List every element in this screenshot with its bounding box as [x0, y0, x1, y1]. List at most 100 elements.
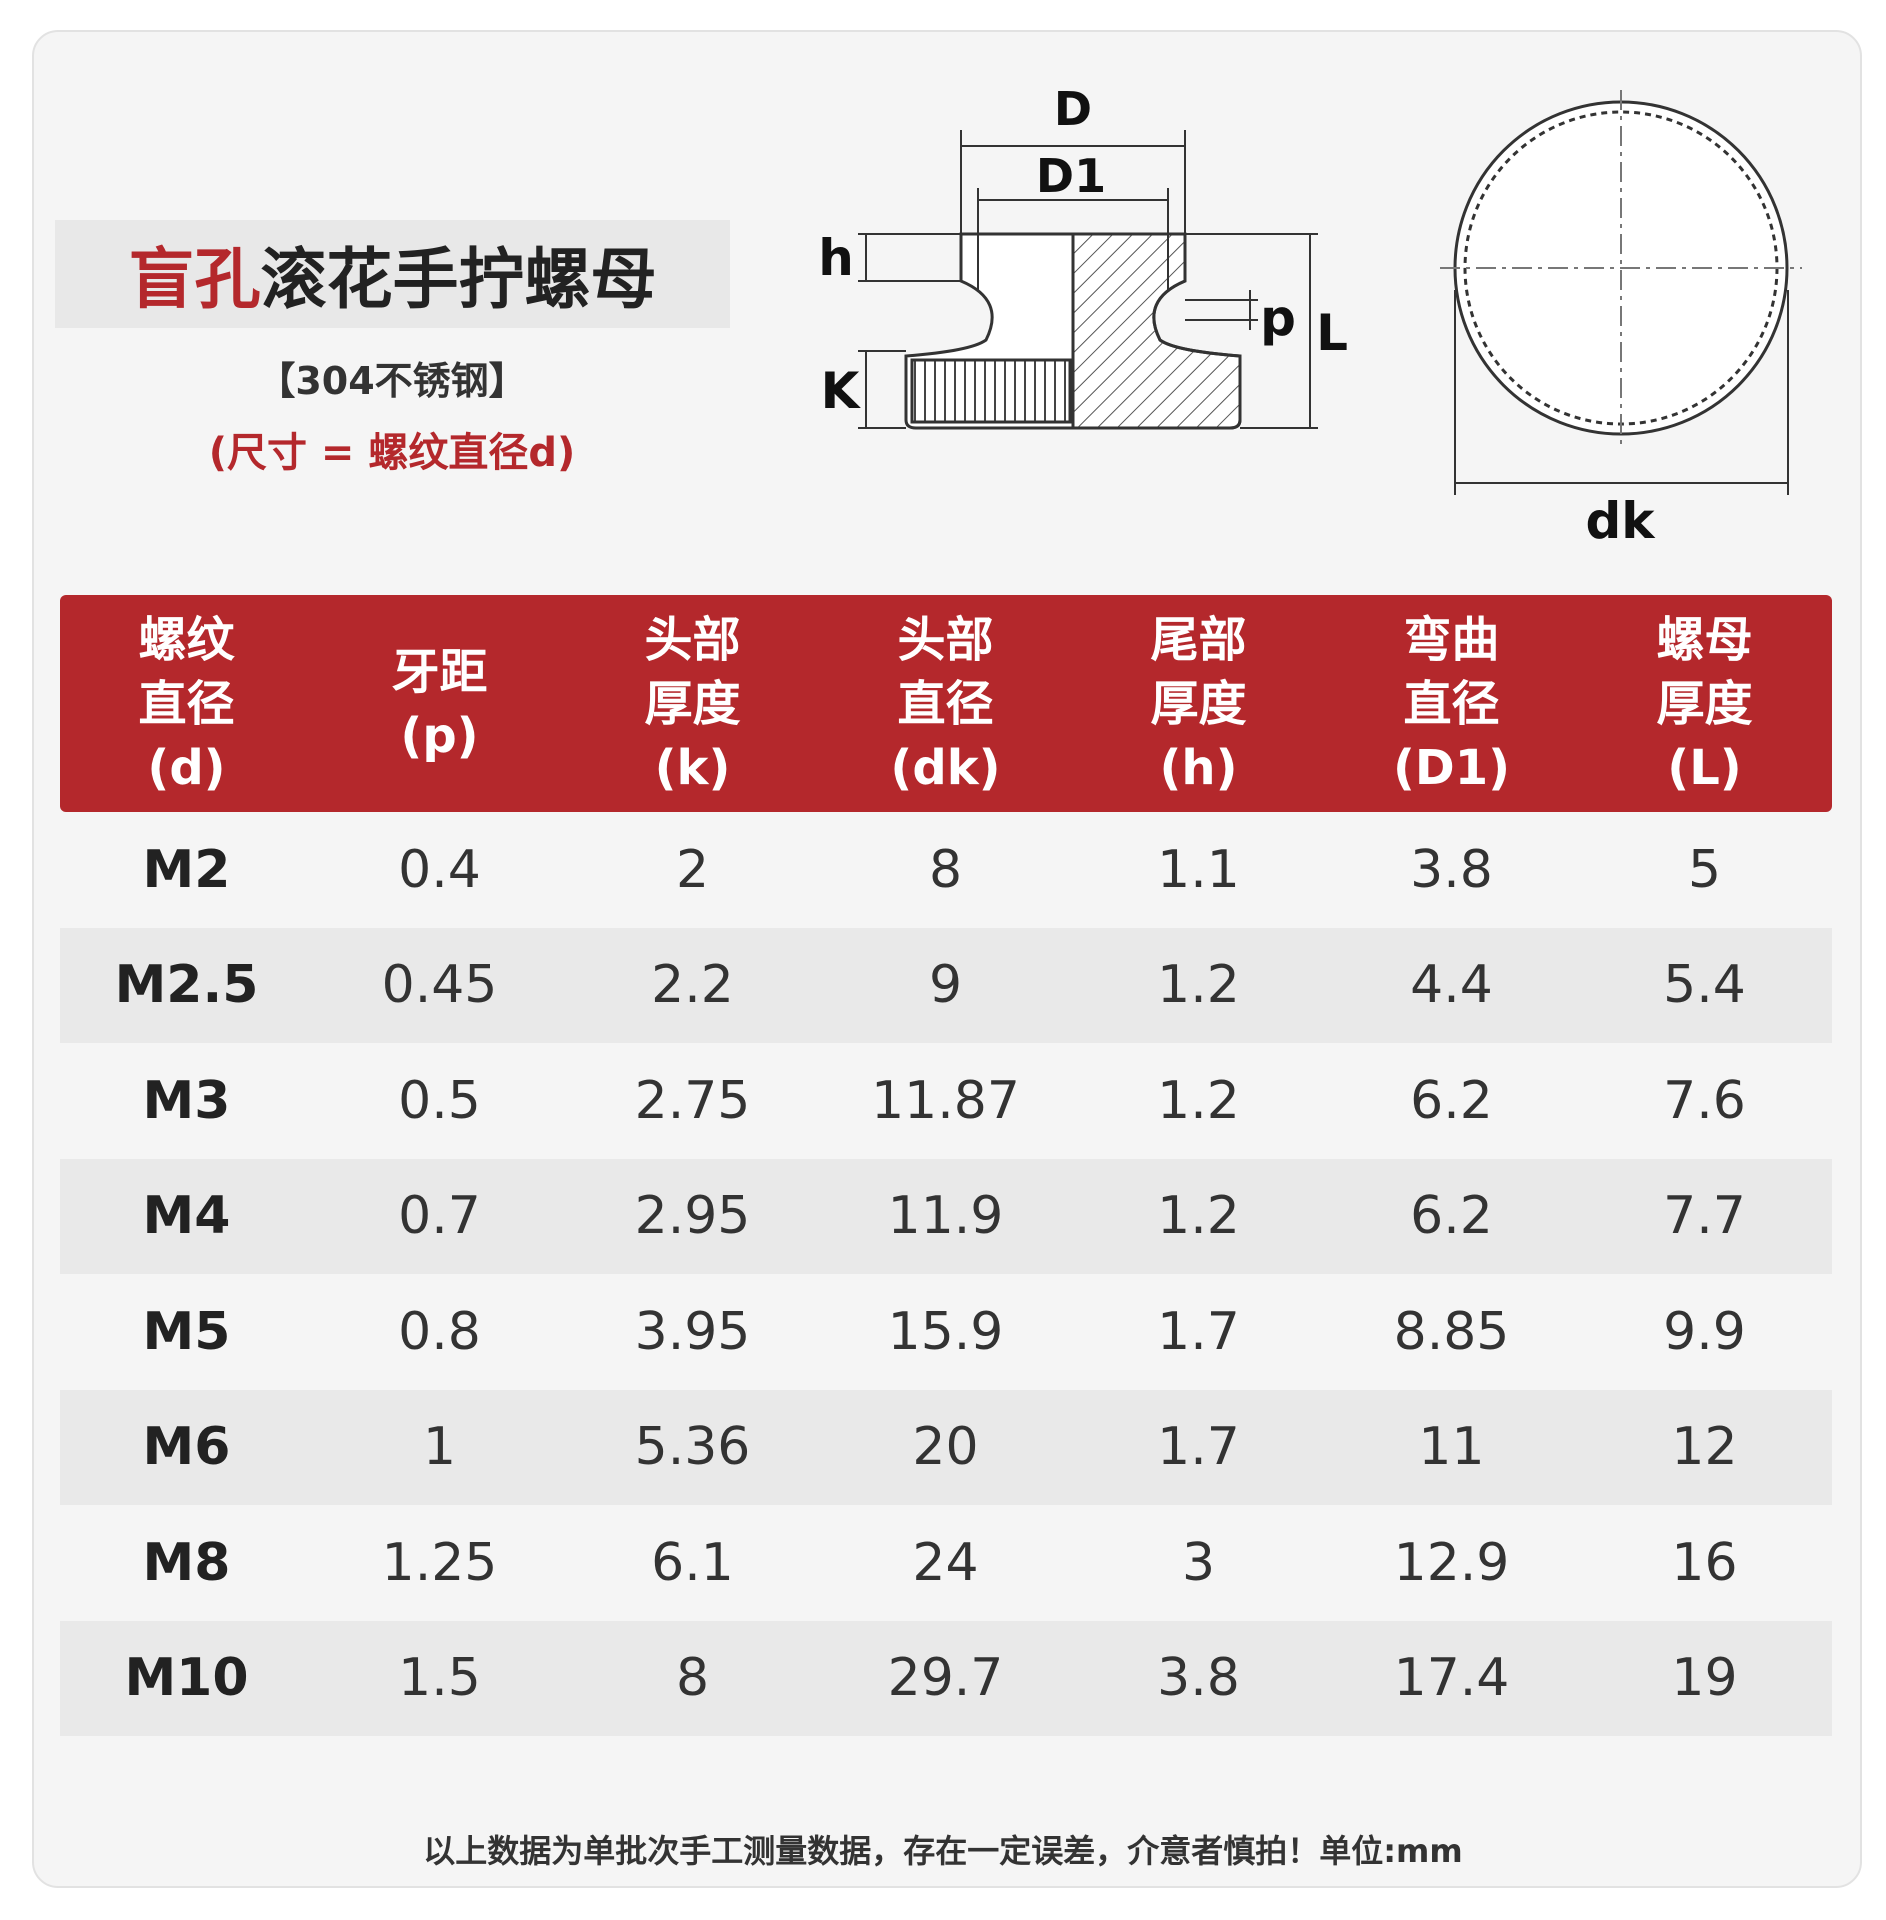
header-line: (h) — [1159, 739, 1238, 796]
table-cell: 1.2 — [1157, 1070, 1240, 1131]
table-cell: 6.1 — [651, 1532, 734, 1593]
table-cell: 3.95 — [634, 1301, 751, 1362]
table-cell: 11 — [1418, 1417, 1485, 1477]
table-cell: 2.2 — [651, 955, 734, 1015]
table-header: 螺纹 直径 (d) 牙距 (p) 头部 厚度 (k) 头部 直径 (dk) 尾部 厚度 (h) 弯曲 直径 (D… — [60, 595, 1832, 812]
table-cell: 1 — [422, 1417, 457, 1477]
header-line: 头部 — [644, 611, 741, 668]
table-cell: 3 — [1181, 1532, 1216, 1593]
header-line: 厚度 — [644, 675, 741, 732]
table-row: M8 1.25 6.1 24 3 12.9 16 — [60, 1505, 1832, 1620]
header-line: 厚度 — [1150, 675, 1247, 732]
header-line: 螺纹 — [138, 611, 235, 668]
table-cell: 16 — [1671, 1532, 1738, 1593]
table-cell: 5 — [1687, 839, 1722, 900]
header-cell: 弯曲 直径 (D1) — [1325, 595, 1578, 812]
table-cell: 0.4 — [398, 839, 481, 900]
table-cell: 0.7 — [398, 1186, 481, 1246]
label-K: K — [821, 362, 862, 420]
header-line: (k) — [654, 739, 731, 796]
table-cell: M4 — [142, 1186, 231, 1246]
table-cell: 12 — [1671, 1417, 1738, 1477]
table-cell: 5.4 — [1663, 955, 1746, 1015]
table-cell: 12.9 — [1393, 1532, 1510, 1593]
table-cell: 1.7 — [1157, 1417, 1240, 1477]
header-line: 牙距 — [391, 643, 488, 700]
dimension-lines — [858, 130, 1789, 495]
header-line: (d) — [147, 739, 226, 796]
size-note: (尺寸 = 螺纹直径d) — [208, 430, 576, 476]
table-cell: 15.9 — [887, 1301, 1004, 1362]
header-line: 直径 — [897, 675, 994, 732]
header-line: 直径 — [138, 675, 235, 732]
table-cell: 5.36 — [634, 1417, 751, 1477]
label-L: L — [1316, 304, 1348, 362]
table-cell: 1.5 — [398, 1648, 481, 1708]
table-row: M2 0.4 2 8 1.1 3.8 5 — [60, 812, 1832, 927]
table-cell: 8 — [928, 839, 963, 900]
table-cell: 1.1 — [1157, 839, 1240, 900]
table-cell: M5 — [142, 1301, 231, 1362]
table-cell: 8.85 — [1393, 1301, 1510, 1362]
side-view — [904, 232, 1242, 430]
header-line: 弯曲 — [1403, 611, 1500, 668]
header-line: (dk) — [890, 739, 1001, 796]
title-box: 盲孔 滚花手拧螺母 — [55, 220, 730, 328]
table-cell: 7.6 — [1663, 1070, 1746, 1131]
table-cell: 1.25 — [381, 1532, 498, 1593]
table-cell: 2.75 — [634, 1070, 751, 1131]
table-cell: M2.5 — [114, 955, 259, 1015]
table-cell: 1.2 — [1157, 955, 1240, 1015]
table-cell: 9.9 — [1663, 1301, 1746, 1362]
header-line: (L) — [1667, 739, 1742, 796]
header-cell: 头部厚度 (k) — [566, 595, 819, 812]
table-cell: M10 — [124, 1648, 249, 1708]
table-cell: 29.7 — [887, 1648, 1004, 1708]
header-cell: 尾部厚度 (h) — [1072, 595, 1325, 812]
table-cell: 11.9 — [887, 1186, 1004, 1246]
header-line: 厚度 — [1656, 675, 1753, 732]
label-D1: D1 — [1036, 149, 1106, 203]
diagram: D D1 h K p L dk — [818, 82, 1802, 550]
table-cell: 6.2 — [1410, 1186, 1493, 1246]
table-row: M4 0.7 2.95 11.9 1.2 6.2 7.7 — [60, 1158, 1832, 1274]
table-cell: M8 — [142, 1532, 231, 1593]
title-accent: 盲孔 — [128, 241, 261, 318]
table-cell: 2.95 — [634, 1186, 751, 1246]
table-cell: 2 — [675, 839, 710, 900]
table-cell: 20 — [912, 1417, 979, 1477]
table-cell: 6.2 — [1410, 1070, 1493, 1131]
header-line: 直径 — [1403, 675, 1500, 732]
table-row: M5 0.8 3.95 15.9 1.7 8.85 9.9 — [60, 1274, 1832, 1389]
table-cell: 3.8 — [1157, 1648, 1240, 1708]
table-cell: 3.8 — [1410, 839, 1493, 900]
table-cell: M2 — [142, 839, 231, 900]
header-cell: 螺母厚度 (L) — [1578, 595, 1831, 812]
table-cell: 8 — [675, 1648, 710, 1708]
table-cell: 24 — [912, 1532, 979, 1593]
table-cell: 0.8 — [398, 1301, 481, 1362]
label-dk: dk — [1585, 492, 1656, 550]
table-cell: 0.45 — [381, 955, 498, 1015]
table-cell: 19 — [1671, 1648, 1738, 1708]
table-row: M6 1 5.36 20 1.7 11 12 — [60, 1389, 1832, 1505]
header-cell: 螺纹直径 (d) — [60, 595, 313, 812]
header-cell: 牙距 (p) — [313, 595, 566, 812]
footer-note: 以上数据为单批次手工测量数据，存在一定误差，介意者慎拍！单位:mm — [423, 1832, 1463, 1870]
table-cell: 11.87 — [871, 1070, 1020, 1131]
table-cell: 4.4 — [1410, 955, 1493, 1015]
label-p: p — [1260, 289, 1296, 347]
table-row: M2.5 0.45 2.2 9 1.2 4.4 5.4 — [60, 927, 1832, 1043]
label-h: h — [818, 229, 854, 287]
header-line: 螺母 — [1656, 611, 1753, 668]
header-line: 尾部 — [1150, 611, 1247, 668]
top-view — [1440, 90, 1802, 446]
table-cell: 17.4 — [1393, 1648, 1510, 1708]
table-row: M10 1.5 8 29.7 3.8 17.4 19 — [60, 1620, 1832, 1736]
title-main: 滚花手拧螺母 — [260, 241, 657, 318]
material: 【304不锈钢】 — [257, 359, 527, 403]
label-D: D — [1054, 82, 1092, 136]
table-cell: 9 — [928, 955, 963, 1015]
table-cell: M3 — [142, 1070, 231, 1131]
table-cell: 7.7 — [1663, 1186, 1746, 1246]
